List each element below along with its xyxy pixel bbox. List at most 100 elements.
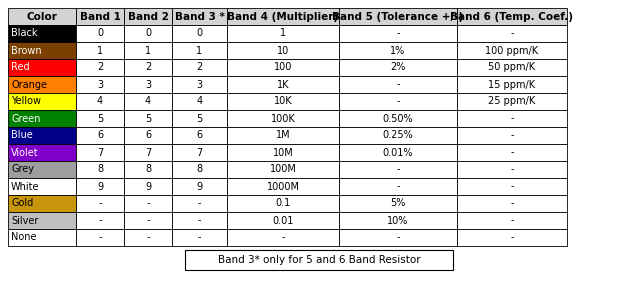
Bar bbox=[76, 76, 124, 93]
Text: 7: 7 bbox=[197, 147, 203, 158]
Text: 1K: 1K bbox=[277, 80, 290, 89]
Text: 6: 6 bbox=[97, 131, 103, 141]
Bar bbox=[457, 161, 567, 178]
Bar bbox=[227, 59, 339, 76]
Text: -: - bbox=[198, 199, 202, 208]
Text: 1: 1 bbox=[97, 45, 103, 55]
Text: -: - bbox=[510, 199, 514, 208]
Text: -: - bbox=[146, 199, 150, 208]
Bar bbox=[457, 144, 567, 161]
Bar bbox=[227, 76, 339, 93]
Bar bbox=[76, 195, 124, 212]
Bar bbox=[8, 93, 76, 110]
Text: 10K: 10K bbox=[274, 97, 292, 106]
Bar bbox=[457, 110, 567, 127]
Bar bbox=[8, 25, 76, 42]
Bar bbox=[172, 178, 227, 195]
Text: Grey: Grey bbox=[11, 164, 34, 174]
Text: -: - bbox=[98, 199, 102, 208]
Text: 0.01: 0.01 bbox=[272, 216, 294, 225]
Text: 0: 0 bbox=[197, 28, 203, 39]
Text: -: - bbox=[396, 28, 400, 39]
Text: 9: 9 bbox=[145, 181, 151, 191]
Bar bbox=[339, 178, 457, 195]
Bar bbox=[124, 25, 172, 42]
Bar bbox=[457, 25, 567, 42]
Text: 4: 4 bbox=[97, 97, 103, 106]
Bar bbox=[8, 178, 76, 195]
Bar bbox=[172, 144, 227, 161]
Bar bbox=[339, 161, 457, 178]
Text: -: - bbox=[396, 164, 400, 174]
Text: -: - bbox=[396, 233, 400, 243]
Text: 0.50%: 0.50% bbox=[383, 114, 413, 124]
Bar bbox=[172, 93, 227, 110]
Text: 2: 2 bbox=[197, 62, 203, 72]
Bar bbox=[227, 110, 339, 127]
Bar bbox=[124, 76, 172, 93]
Text: Violet: Violet bbox=[11, 147, 39, 158]
Bar bbox=[124, 59, 172, 76]
Bar bbox=[339, 93, 457, 110]
Bar bbox=[124, 229, 172, 246]
Bar bbox=[339, 76, 457, 93]
Text: Color: Color bbox=[27, 11, 57, 22]
Bar bbox=[8, 59, 76, 76]
Text: 5: 5 bbox=[145, 114, 151, 124]
Text: 100 ppm/K: 100 ppm/K bbox=[485, 45, 539, 55]
Bar bbox=[8, 42, 76, 59]
Text: -: - bbox=[98, 216, 102, 225]
Text: -: - bbox=[510, 181, 514, 191]
Bar bbox=[457, 59, 567, 76]
Bar bbox=[172, 42, 227, 59]
Bar bbox=[8, 229, 76, 246]
Text: 10: 10 bbox=[277, 45, 289, 55]
Bar bbox=[76, 25, 124, 42]
Text: 5: 5 bbox=[97, 114, 103, 124]
Text: -: - bbox=[510, 131, 514, 141]
Text: 9: 9 bbox=[197, 181, 203, 191]
Text: Blue: Blue bbox=[11, 131, 32, 141]
Bar bbox=[227, 42, 339, 59]
Text: 6: 6 bbox=[145, 131, 151, 141]
Text: 2%: 2% bbox=[391, 62, 406, 72]
Text: 25 ppm/K: 25 ppm/K bbox=[489, 97, 535, 106]
Bar bbox=[227, 178, 339, 195]
Text: 1: 1 bbox=[145, 45, 151, 55]
Text: 0: 0 bbox=[97, 28, 103, 39]
Text: -: - bbox=[510, 216, 514, 225]
Text: Brown: Brown bbox=[11, 45, 42, 55]
Text: -: - bbox=[396, 181, 400, 191]
Text: Band 6 (Temp. Coef.): Band 6 (Temp. Coef.) bbox=[451, 11, 573, 22]
Text: 1: 1 bbox=[280, 28, 286, 39]
Bar bbox=[8, 195, 76, 212]
Text: 2: 2 bbox=[97, 62, 103, 72]
Bar bbox=[8, 110, 76, 127]
Text: 15 ppm/K: 15 ppm/K bbox=[489, 80, 535, 89]
Bar bbox=[339, 42, 457, 59]
Bar bbox=[76, 127, 124, 144]
Bar bbox=[172, 229, 227, 246]
Text: -: - bbox=[510, 114, 514, 124]
Bar bbox=[124, 195, 172, 212]
Bar bbox=[457, 127, 567, 144]
Bar bbox=[227, 195, 339, 212]
Bar bbox=[227, 25, 339, 42]
Text: Band 1: Band 1 bbox=[80, 11, 120, 22]
Bar bbox=[124, 178, 172, 195]
Text: Orange: Orange bbox=[11, 80, 47, 89]
Bar bbox=[76, 144, 124, 161]
Bar bbox=[227, 93, 339, 110]
Bar bbox=[339, 195, 457, 212]
Bar bbox=[76, 110, 124, 127]
Text: 3: 3 bbox=[197, 80, 203, 89]
Text: -: - bbox=[396, 97, 400, 106]
Text: Band 5 (Tolerance +/-): Band 5 (Tolerance +/-) bbox=[333, 11, 464, 22]
Bar bbox=[124, 127, 172, 144]
Text: -: - bbox=[98, 233, 102, 243]
Bar bbox=[8, 212, 76, 229]
Text: 50 ppm/K: 50 ppm/K bbox=[489, 62, 535, 72]
Text: Black: Black bbox=[11, 28, 37, 39]
Text: Band 2: Band 2 bbox=[127, 11, 168, 22]
Text: 1M: 1M bbox=[276, 131, 290, 141]
